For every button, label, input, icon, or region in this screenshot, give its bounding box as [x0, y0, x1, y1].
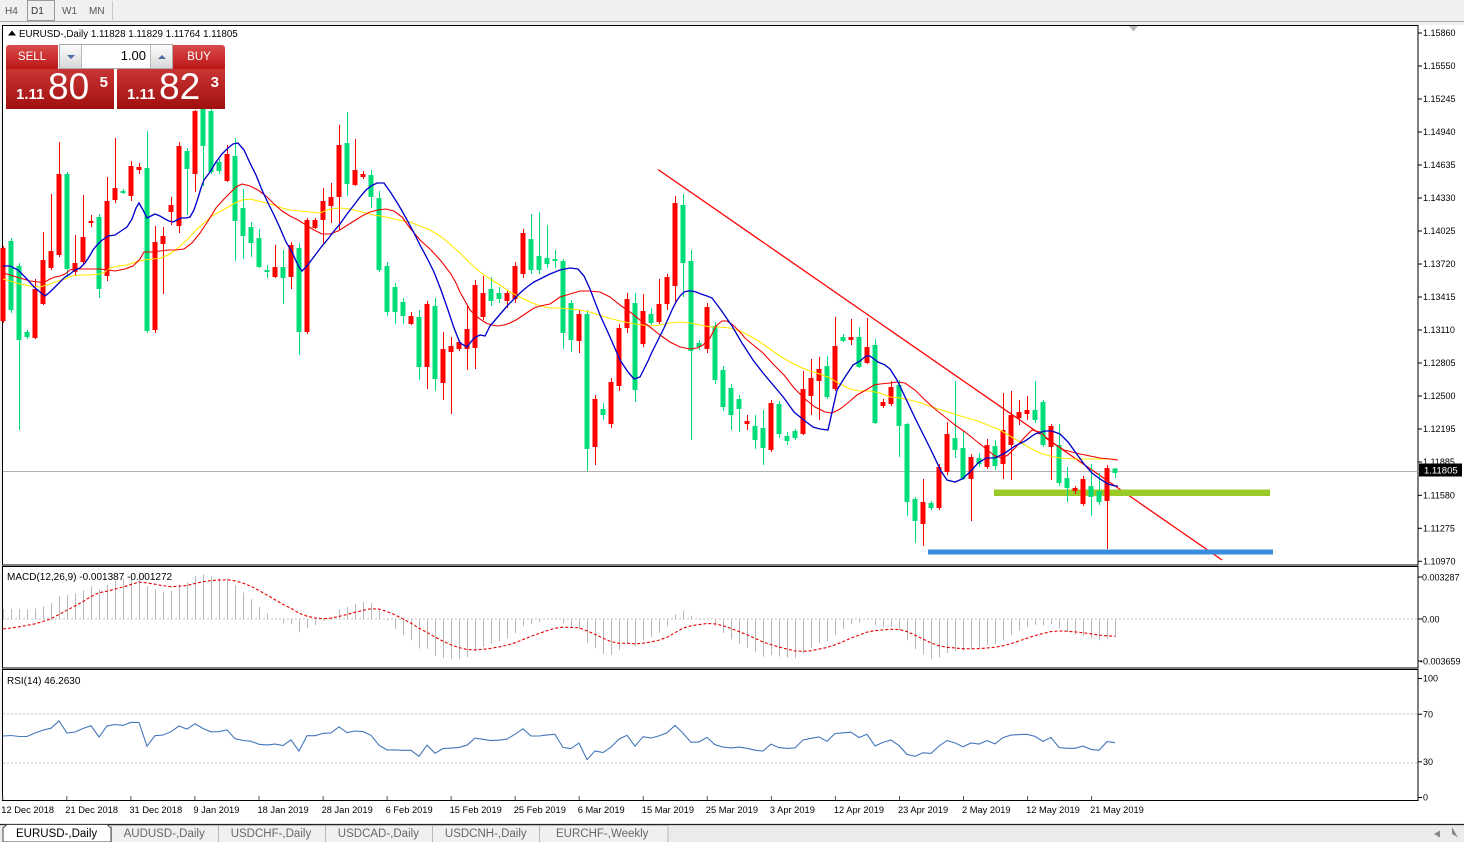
- svg-text:1.15550: 1.15550: [1423, 61, 1456, 71]
- svg-text:15 Mar 2019: 15 Mar 2019: [642, 805, 694, 815]
- svg-text:1.13110: 1.13110: [1423, 325, 1455, 335]
- svg-text:1.15245: 1.15245: [1423, 94, 1456, 104]
- svg-text:W1: W1: [62, 6, 77, 17]
- svg-text:RSI(14) 46.2630: RSI(14) 46.2630: [7, 676, 81, 687]
- svg-text:AUDUSD-,Daily: AUDUSD-,Daily: [124, 828, 205, 840]
- svg-text:MACD(12,26,9) -0.001387 -0.001: MACD(12,26,9) -0.001387 -0.001272: [7, 572, 173, 583]
- svg-text:1.14635: 1.14635: [1423, 160, 1456, 170]
- svg-text:1.10970: 1.10970: [1423, 557, 1456, 567]
- svg-text:1.11580: 1.11580: [1423, 491, 1455, 501]
- svg-text:21 Dec 2018: 21 Dec 2018: [65, 805, 118, 815]
- svg-text:12 Dec 2018: 12 Dec 2018: [1, 805, 54, 815]
- svg-text:25 Feb 2019: 25 Feb 2019: [514, 805, 566, 815]
- svg-text:23 Apr 2019: 23 Apr 2019: [898, 805, 948, 815]
- svg-text:31 Dec 2018: 31 Dec 2018: [129, 805, 182, 815]
- svg-text:USDCNH-,Daily: USDCNH-,Daily: [445, 828, 527, 840]
- svg-text:EURCHF-,Weekly: EURCHF-,Weekly: [556, 828, 649, 840]
- svg-text:21 May 2019: 21 May 2019: [1090, 805, 1144, 815]
- svg-text:3 Apr 2019: 3 Apr 2019: [770, 805, 815, 815]
- svg-text:0: 0: [1423, 793, 1428, 803]
- svg-text:EURUSD-,Daily 1.11828 1.11829: EURUSD-,Daily 1.11828 1.11829 1.11764 1.…: [19, 29, 238, 40]
- svg-text:D1: D1: [31, 6, 44, 17]
- svg-text:18 Jan 2019: 18 Jan 2019: [258, 805, 309, 815]
- svg-text:0.00: 0.00: [1422, 615, 1440, 625]
- svg-text:25 Mar 2019: 25 Mar 2019: [706, 805, 758, 815]
- svg-text:1.11275: 1.11275: [1423, 524, 1455, 534]
- svg-text:15 Feb 2019: 15 Feb 2019: [450, 805, 502, 815]
- svg-text:1.14330: 1.14330: [1423, 193, 1456, 203]
- svg-text:12 Apr 2019: 12 Apr 2019: [834, 805, 884, 815]
- svg-text:1.14025: 1.14025: [1423, 226, 1456, 236]
- svg-text:6 Mar 2019: 6 Mar 2019: [578, 805, 625, 815]
- svg-text:1.12805: 1.12805: [1423, 358, 1456, 368]
- svg-text:-0.003659: -0.003659: [1420, 657, 1461, 667]
- svg-text:1.12500: 1.12500: [1423, 391, 1456, 401]
- svg-text:H4: H4: [5, 6, 18, 17]
- svg-text:USDCHF-,Daily: USDCHF-,Daily: [231, 828, 312, 840]
- svg-text:1.11885: 1.11885: [1423, 457, 1455, 467]
- svg-text:12 May 2019: 12 May 2019: [1026, 805, 1080, 815]
- svg-text:1.12195: 1.12195: [1423, 424, 1456, 434]
- svg-text:MN: MN: [89, 6, 105, 17]
- svg-text:2 May 2019: 2 May 2019: [962, 805, 1011, 815]
- svg-text:1.13415: 1.13415: [1423, 292, 1456, 302]
- svg-text:1.15860: 1.15860: [1423, 28, 1456, 38]
- svg-text:EURUSD-,Daily: EURUSD-,Daily: [16, 828, 97, 840]
- svg-text:70: 70: [1423, 709, 1433, 719]
- svg-text:1.14940: 1.14940: [1423, 127, 1456, 137]
- svg-text:1.13720: 1.13720: [1423, 259, 1456, 269]
- svg-text:9 Jan 2019: 9 Jan 2019: [193, 805, 239, 815]
- svg-text:USDCAD-,Daily: USDCAD-,Daily: [338, 828, 419, 840]
- svg-text:30: 30: [1423, 757, 1433, 767]
- svg-text:100: 100: [1423, 674, 1438, 684]
- svg-text:0.003287: 0.003287: [1422, 573, 1460, 583]
- svg-text:28 Jan 2019: 28 Jan 2019: [322, 805, 373, 815]
- svg-text:6 Feb 2019: 6 Feb 2019: [386, 805, 433, 815]
- svg-text:1.11805: 1.11805: [1424, 466, 1458, 477]
